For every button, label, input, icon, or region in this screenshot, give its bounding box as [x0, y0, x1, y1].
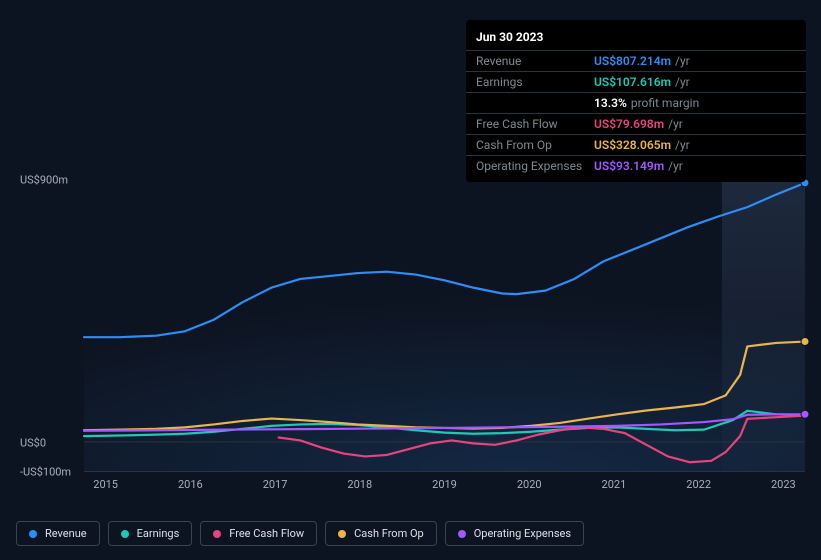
tooltip-row-value: 13.3% [594, 96, 627, 110]
x-axis-tick: 2015 [93, 478, 118, 491]
x-axis-tick: 2018 [347, 478, 372, 491]
tooltip-row-label: Revenue [476, 54, 594, 68]
legend-label: Earnings [137, 527, 180, 540]
legend-label: Free Cash Flow [229, 527, 304, 540]
legend-label: Operating Expenses [474, 527, 571, 540]
legend-swatch [29, 530, 37, 538]
legend-swatch [338, 530, 346, 538]
legend-item-free-cash-flow[interactable]: Free Cash Flow [200, 521, 317, 546]
y-axis-label: -US$100m [20, 466, 71, 479]
tooltip-row-label: Operating Expenses [476, 159, 594, 173]
series-marker [801, 410, 809, 418]
tooltip-row: Free Cash FlowUS$79.698m/yr [466, 113, 806, 134]
x-axis-ticks: 2015 2016 2017 2018 2019 2020 2021 2022 2023 [84, 478, 805, 498]
tooltip-row: Operating ExpensesUS$93.149m/yr [466, 155, 806, 176]
chart-legend: Revenue Earnings Free Cash Flow Cash From O… [16, 521, 584, 546]
x-axis-tick: 2019 [432, 478, 457, 491]
series-line-revenue [84, 183, 805, 337]
legend-swatch [213, 530, 221, 538]
tooltip-row-unit: /yr [675, 54, 690, 68]
tooltip-row-value: US$79.698m [594, 117, 664, 131]
tooltip-row-value: US$328.065m [594, 138, 671, 152]
tooltip-row-unit: /yr [668, 117, 683, 131]
tooltip-row-value: US$107.616m [594, 75, 671, 89]
tooltip-row-value: US$93.149m [594, 159, 664, 173]
x-axis-tick: 2023 [771, 478, 796, 491]
x-axis-tick: 2020 [517, 478, 542, 491]
tooltip-row-label: Free Cash Flow [476, 117, 594, 131]
tooltip-row-unit: profit margin [631, 96, 699, 110]
tooltip-row-unit: /yr [668, 159, 683, 173]
tooltip-row: RevenueUS$807.214m/yr [466, 50, 806, 71]
legend-label: Revenue [45, 527, 87, 540]
legend-item-revenue[interactable]: Revenue [16, 521, 100, 546]
tooltip-row-label: Cash From Op [476, 138, 594, 152]
x-axis-tick: 2016 [178, 478, 203, 491]
series-line-operating-expenses [84, 414, 805, 431]
x-axis-tick: 2021 [602, 478, 627, 491]
series-line-cash-from-op [84, 342, 805, 431]
tooltip-row: EarningsUS$107.616m/yr [466, 71, 806, 92]
series-marker [801, 338, 809, 346]
y-axis-label: US$900m [20, 174, 68, 187]
tooltip-row: Cash From OpUS$328.065m/yr [466, 134, 806, 155]
chart-container: US$900m US$0 -US$100m 2015 2016 2017 2018 2019… [16, 160, 805, 515]
chart-plot-area[interactable] [84, 180, 805, 472]
tooltip-row: 13.3% profit margin [466, 92, 806, 113]
legend-swatch [121, 530, 129, 538]
y-axis-label: US$0 [20, 436, 46, 449]
chart-svg [84, 180, 805, 471]
tooltip-row-label: Earnings [476, 75, 594, 89]
tooltip-date: Jun 30 2023 [466, 26, 806, 50]
legend-label: Cash From Op [354, 527, 424, 540]
tooltip-row-unit: /yr [675, 138, 690, 152]
legend-item-earnings[interactable]: Earnings [108, 521, 193, 546]
legend-swatch [458, 530, 466, 538]
x-axis-tick: 2017 [263, 478, 288, 491]
chart-tooltip: Jun 30 2023 RevenueUS$807.214m/yrEarning… [466, 20, 806, 182]
tooltip-row-value: US$807.214m [594, 54, 671, 68]
legend-item-cash-from-op[interactable]: Cash From Op [325, 521, 437, 546]
x-axis-tick: 2022 [686, 478, 711, 491]
legend-item-operating-expenses[interactable]: Operating Expenses [445, 521, 584, 546]
tooltip-row-unit: /yr [675, 75, 690, 89]
